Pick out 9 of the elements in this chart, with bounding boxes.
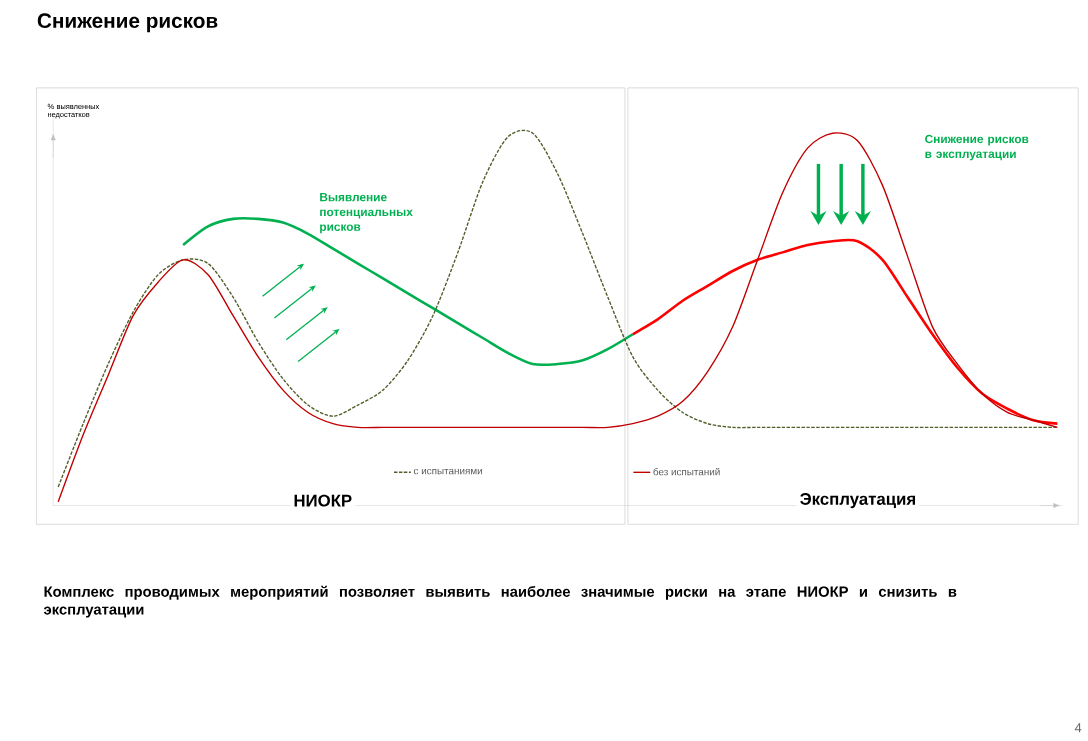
text: Комплекс проводимых мероприятий позволяет выявить наиболее значимые риски на этапе НИОКР и снизить в эксплуатации	[43, 585, 957, 618]
annotation: НИОКР	[294, 494, 352, 507]
chart-title: Снижение рисков	[37, 13, 218, 33]
annotation: Снижение рисков в эксплуатации	[925, 135, 1029, 161]
annotation: Выявление потенциальных рисков	[320, 193, 413, 234]
text: 4	[1074, 723, 1082, 733]
legend-label: без испытаний	[653, 468, 720, 476]
legend-label: с испытаниями	[413, 469, 482, 475]
annotation: Эксплуатация	[800, 493, 916, 509]
